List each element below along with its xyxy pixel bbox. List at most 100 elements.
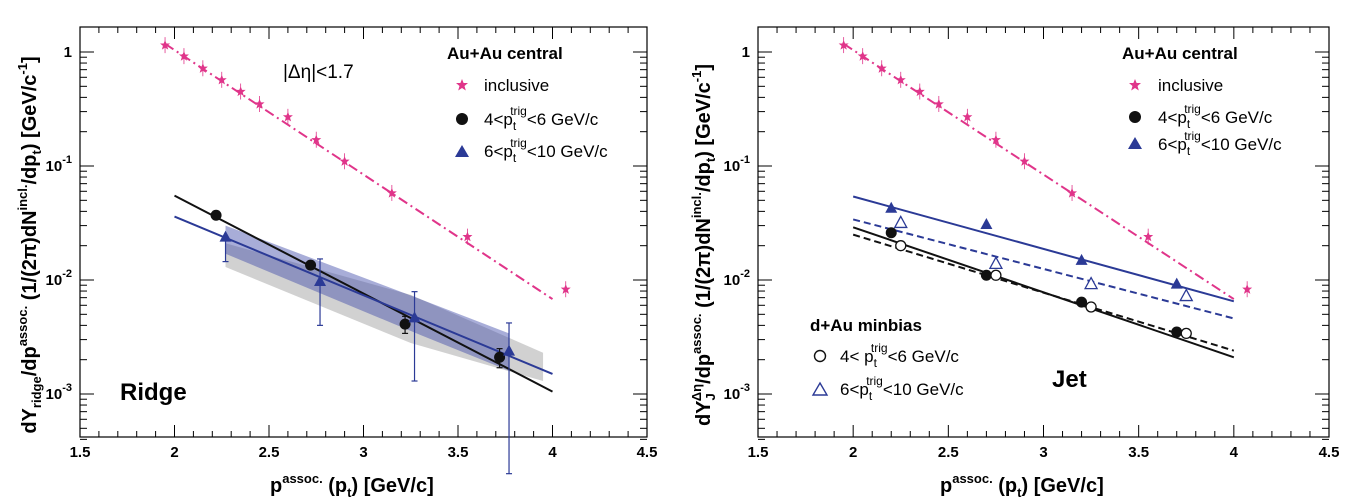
jet-y-tick-label: 1: [742, 44, 750, 61]
jet-fit-line-4: [852, 233, 1235, 352]
jet-x-tick-label: 3: [1039, 444, 1047, 461]
jet-point-circle-open: [990, 269, 1002, 281]
ridge-point-star: [160, 37, 171, 54]
ridge-point-star: [386, 184, 397, 201]
jet-legend-dau-6-10: 6<pttrig<10 GeV/c: [840, 374, 964, 403]
jet-fit-line-2: [852, 218, 1235, 320]
ridge-x-tick-label: 4: [548, 444, 557, 461]
jet-fits: [843, 42, 1235, 359]
ridge-legend-inclusive: inclusive: [484, 76, 549, 95]
jet-legend-inclusive: inclusive: [1158, 76, 1223, 95]
ridge-point-star: [462, 228, 473, 245]
ridge-point-circle-filled: [305, 259, 317, 271]
ridge-fit-line-2: [174, 215, 553, 375]
jet-point-star: [1242, 281, 1253, 298]
jet-legend2-title: d+Au minbias: [810, 316, 922, 335]
ridge-point-triangle-filled: [408, 311, 421, 323]
jet-point-star: [1019, 153, 1030, 170]
jet-point-triangle-filled: [980, 217, 993, 229]
ridge-y-axis-title: dYridge/dpassoc. (1/(2π)dNincl./dpt) [Ge…: [15, 56, 44, 433]
ridge-y-tick-label: 10-3: [46, 382, 72, 403]
jet-legend-marker-inclusive: [1129, 79, 1141, 91]
jet-point-star: [1143, 228, 1154, 245]
jet-point-star: [838, 37, 849, 54]
jet-legend-dau-4-6: 4< pttrig<6 GeV/c: [840, 341, 959, 370]
ridge-x-axis-title: passoc. (pt) [GeV/c]: [270, 471, 434, 500]
jet-legend-marker-circle: [1129, 111, 1141, 123]
ridge-point-triangle-filled: [314, 275, 327, 287]
ridge-point-star: [282, 108, 293, 125]
ridge-legend-6-10: 6<pttrig<10 GeV/c: [484, 136, 608, 165]
ridge-point-circle-filled: [494, 351, 506, 363]
jet-legend-marker-open-circle: [813, 349, 827, 363]
ridge-y-tick-label: 10-2: [46, 268, 72, 289]
ridge-axes: 1.5 2 2.5 3 3.5 4 4.5 10-3 10-2 10-1 1: [46, 27, 658, 461]
ridge-panel-label: Ridge: [120, 379, 187, 406]
jet-legend-4-6: 4<pttrig<6 GeV/c: [1158, 102, 1273, 131]
jet-point-circle-filled: [980, 269, 992, 281]
ridge-x-tick-label: 3: [359, 444, 367, 461]
jet-x-tick-label: 4: [1230, 444, 1239, 461]
ridge-cut-label: |Δη|<1.7: [283, 62, 354, 83]
ridge-x-tick-label: 2.5: [259, 444, 280, 461]
jet-x-tick-label: 1.5: [748, 444, 769, 461]
ridge-point-triangle-filled: [503, 344, 516, 356]
jet-legend-title: Au+Au central: [1122, 44, 1238, 63]
jet-x-axis-title: passoc. (pt) [GeV/c]: [940, 471, 1104, 500]
ridge-point-circle-filled: [399, 318, 411, 330]
ridge-point-triangle-filled: [219, 230, 232, 242]
jet-y-axis-title: dYJΔη/dpassoc. (1/(2π)dNincl./dpt) [GeV/…: [689, 64, 718, 426]
jet-point-triangle-open: [988, 255, 1004, 269]
jet-point-circle-open: [1180, 327, 1192, 340]
jet-point-triangle-open: [1083, 276, 1099, 290]
jet-x-tick-label: 2.5: [938, 444, 959, 461]
jet-point-star: [857, 48, 868, 65]
jet-x-tick-label: 3.5: [1128, 444, 1149, 461]
jet-legend-marker-triangle: [1128, 137, 1142, 149]
ridge-x-tick-label: 1.5: [70, 444, 91, 461]
ridge-point-star: [560, 281, 571, 298]
jet-fit-line-1: [852, 195, 1235, 303]
ridge-x-tick-label: 2: [170, 444, 178, 461]
ridge-x-tick-label: 4.5: [637, 444, 658, 461]
jet-markers: [838, 37, 1253, 340]
ridge-point-star: [311, 131, 322, 148]
jet-point-star: [895, 71, 906, 88]
jet-x-tick-label: 2: [849, 444, 857, 461]
ridge-x-tick-label: 3.5: [448, 444, 469, 461]
jet-point-triangle-filled: [885, 201, 898, 213]
jet-legend: Au+Au central inclusive 4<pttrig<6 GeV/c…: [1122, 44, 1282, 158]
ridge-legend-marker-triangle: [455, 145, 469, 157]
jet-point-circle-filled: [1076, 296, 1088, 308]
jet-point-star: [933, 95, 944, 112]
ridge-fits: [164, 42, 554, 393]
jet-legend-6-10: 6<pttrig<10 GeV/c: [1158, 129, 1282, 158]
jet-point-circle-filled: [885, 227, 897, 239]
ridge-fit-line-1: [174, 194, 553, 393]
jet-point-triangle-open: [893, 215, 908, 229]
ridge-plot-frame: [79, 26, 648, 438]
jet-point-circle-filled: [1171, 326, 1183, 338]
ridge-point-circle-filled: [210, 209, 222, 221]
jet-point-triangle-filled: [1075, 253, 1088, 265]
ridge-panel: 1.5 2 2.5 3 3.5 4 4.5 10-3 10-2 10-1 1 |Δη|<1.7 Ri…: [15, 26, 658, 500]
jet-y-tick-label: 10-3: [724, 382, 750, 403]
jet-point-star: [990, 131, 1001, 148]
ridge-point-star: [178, 48, 189, 65]
ridge-point-star: [216, 71, 227, 88]
jet-axes: 1.5 2 2.5 3 3.5 4 4.5 10-3 10-2 10-1 1: [724, 27, 1340, 461]
jet-point-triangle-open: [1179, 288, 1194, 302]
jet-y-tick-label: 10-2: [724, 268, 750, 289]
ridge-systematic-band-1: [225, 225, 510, 371]
jet-x-tick-label: 4.5: [1319, 444, 1340, 461]
ridge-legend: Au+Au central inclusive 4<pttrig<6 GeV/c…: [447, 44, 608, 165]
ridge-y-tick-label: 1: [64, 44, 72, 61]
ridge-legend-marker-inclusive: [456, 79, 468, 91]
jet-point-star: [876, 60, 887, 77]
jet-point-triangle-filled: [1170, 277, 1183, 289]
jet-point-star: [914, 83, 925, 100]
jet-plot-frame: [757, 26, 1330, 438]
ridge-fit-line-0: [164, 42, 554, 300]
ridge-y-tick-label: 10-1: [46, 154, 72, 175]
jet-legend-dau: d+Au minbias 4< pttrig<6 GeV/c 6<pttrig<…: [810, 316, 964, 403]
